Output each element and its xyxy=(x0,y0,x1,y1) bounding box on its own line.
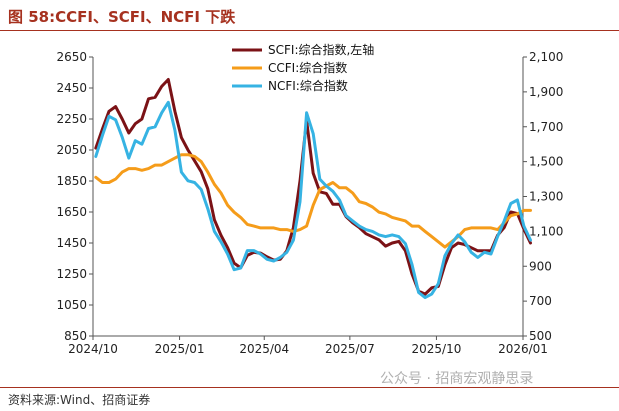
right-tick-label: 2,100 xyxy=(529,50,563,64)
left-tick-label: 1050 xyxy=(56,298,87,312)
right-tick-label: 900 xyxy=(529,259,552,273)
x-tick-label: 2024/10 xyxy=(68,342,118,356)
x-tick-label: 2025/01 xyxy=(155,342,205,356)
series-lines xyxy=(94,78,532,300)
legend-label-3: NCFI:综合指数 xyxy=(268,78,348,93)
right-tick-label: 700 xyxy=(529,294,552,308)
left-tick-label: 850 xyxy=(64,329,87,343)
left-tick-label: 1650 xyxy=(56,205,87,219)
right-tick-label: 1,300 xyxy=(529,190,563,204)
legend-label-1: SCFI:综合指数,左轴 xyxy=(268,42,374,57)
right-tick-label: 1,700 xyxy=(529,120,563,134)
chart-title: 图 58:CCFI、SCFI、NCFI 下跌 xyxy=(8,8,236,26)
left-tick-label: 2450 xyxy=(56,81,87,95)
left-tick-label: 2650 xyxy=(56,50,87,64)
title-bar: 图 58:CCFI、SCFI、NCFI 下跌 xyxy=(0,0,619,30)
right-tick-label: 1,900 xyxy=(529,85,563,99)
left-tick-label: 1450 xyxy=(56,236,87,250)
axes: 850 1050 1250 1450 1650 1850 2050 2250 2450 2650 5… xyxy=(56,50,563,356)
watermark-text: 公众号 · 招商宏观静思录 xyxy=(380,371,534,387)
x-tick-label: 2025/04 xyxy=(239,342,289,356)
series-line-3 xyxy=(94,100,532,300)
left-tick-label: 1250 xyxy=(56,267,87,281)
legend: SCFI:综合指数,左轴 CCFI:综合指数 NCFI:综合指数 xyxy=(232,42,374,93)
x-tick-label: 2025/10 xyxy=(412,342,462,356)
legend-label-2: CCFI:综合指数 xyxy=(268,60,347,75)
x-tick-label: 2026/01 xyxy=(498,342,548,356)
right-tick-label: 1,100 xyxy=(529,224,563,238)
left-tick-label: 2250 xyxy=(56,112,87,126)
left-tick-label: 1850 xyxy=(56,174,87,188)
source-note: 资料来源:Wind、招商证券 xyxy=(8,393,151,407)
source-divider xyxy=(0,387,619,388)
x-tick-label: 2025/07 xyxy=(325,342,375,356)
left-tick-label: 2050 xyxy=(56,143,87,157)
title-divider xyxy=(0,30,619,31)
right-tick-label: 500 xyxy=(529,329,552,343)
series-line-1 xyxy=(94,78,532,296)
right-tick-label: 1,500 xyxy=(529,155,563,169)
